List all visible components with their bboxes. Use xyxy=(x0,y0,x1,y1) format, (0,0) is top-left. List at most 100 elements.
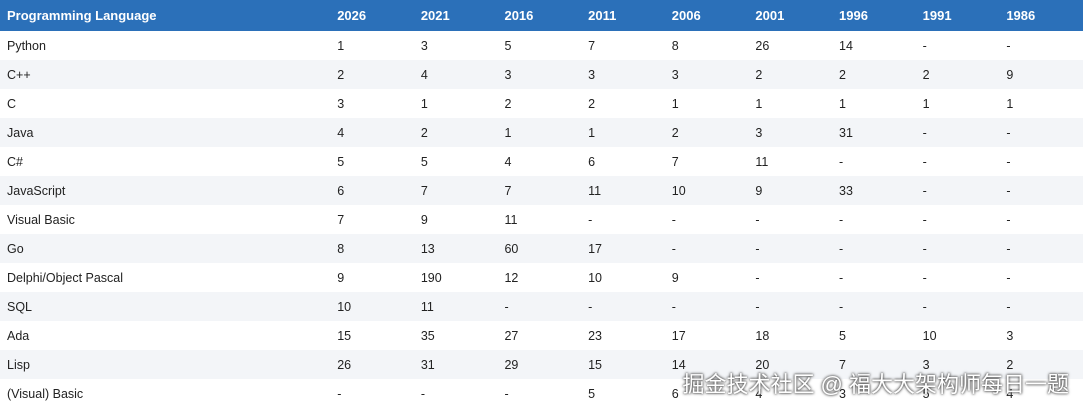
column-header: 2006 xyxy=(664,0,749,31)
rank-cell: - xyxy=(922,212,927,227)
table-row: C++ 2 4 3 3 3 2 2 2 9 xyxy=(0,60,1083,89)
column-header: 2011 xyxy=(581,0,665,31)
language-cell: Python xyxy=(7,38,46,53)
rank-cell: 3 xyxy=(839,386,846,401)
rank-cell: 3 xyxy=(337,96,345,111)
rank-cell: - xyxy=(915,292,1000,321)
rank-cell: - xyxy=(915,118,1000,147)
rank-cell: 8 xyxy=(671,38,679,53)
language-cell: Lisp xyxy=(0,350,331,379)
rank-cell: - xyxy=(922,270,927,285)
rank-cell: 10 xyxy=(664,176,749,205)
rank-cell: 2 xyxy=(413,118,498,147)
rank-cell: 2 xyxy=(588,96,596,111)
rank-cell: 26 xyxy=(755,38,770,53)
rank-cell: - xyxy=(420,386,425,401)
table-body: Python 1 3 5 7 8 26 14- - C++ 2 4 3 3 3 2 2 2 9 C 3 1 2 2 1 1 1 1 1 J… xyxy=(0,31,1083,408)
language-cell: Java xyxy=(0,118,331,147)
rank-cell: - xyxy=(832,292,916,321)
rank-cell: 3 xyxy=(915,350,1000,379)
language-cell: C# xyxy=(7,154,23,169)
table-row: Ada 15 35 27 23 17 18 5 10 3 xyxy=(0,321,1083,350)
rank-cell: - xyxy=(915,234,1000,263)
rank-cell: - xyxy=(1006,38,1011,53)
language-cell: Go xyxy=(0,234,331,263)
rank-cell: 4 xyxy=(504,154,512,169)
rank-cell: 5 xyxy=(839,328,846,343)
rank-cell: 2 xyxy=(832,60,916,89)
column-header: Programming Language xyxy=(0,0,331,31)
rank-cell: 27 xyxy=(504,328,519,343)
rank-cell: 23 xyxy=(588,328,603,343)
rank-cell: - xyxy=(588,212,593,227)
rank-cell: 2 xyxy=(748,60,833,89)
rank-cell: 35 xyxy=(420,328,435,343)
rank-cell: 60 xyxy=(497,234,582,263)
table-row: JavaScript 6 7 7 11 10 9 33- - xyxy=(0,176,1083,205)
rank-cell: 3 xyxy=(1006,328,1014,343)
rank-cell: 11 xyxy=(755,154,769,169)
table-row: Python 1 3 5 7 8 26 14 - - xyxy=(0,31,1083,60)
table-row: Java 4 2 1 1 2 3 31- - xyxy=(0,118,1083,147)
table-row: SQL 10 11- - - - - - - xyxy=(0,292,1083,321)
header-row: Programming Language 2026 2021 2016 2011 2006… xyxy=(0,0,1083,31)
table-row: Visual Basic 7 9 11 - - - - - - xyxy=(0,205,1083,234)
column-header: 1991 xyxy=(915,0,1000,31)
rank-cell: - xyxy=(504,386,509,401)
rank-cell: 20 xyxy=(748,350,833,379)
language-cell: Delphi/Object Pascal xyxy=(7,270,124,285)
rank-cell: 6 xyxy=(330,176,414,205)
rank-cell: 15 xyxy=(581,350,665,379)
rank-cell: 14 xyxy=(664,350,749,379)
column-header: 2026 xyxy=(330,0,414,31)
rank-cell: 5 xyxy=(588,386,596,401)
column-header: 2021 xyxy=(413,0,498,31)
rank-cell: 33 xyxy=(832,176,916,205)
rank-cell: 3 xyxy=(420,38,428,53)
rank-cell: - xyxy=(999,234,1083,263)
rank-cell: 7 xyxy=(337,212,345,227)
rank-cell: 5 xyxy=(504,38,512,53)
rank-cell: 4 xyxy=(413,60,498,89)
table-row: C# 5 5 4 6 7 11 - - - xyxy=(0,147,1083,176)
rank-cell: - xyxy=(922,154,927,169)
rank-cell: - xyxy=(915,176,1000,205)
rank-cell: - xyxy=(1006,154,1011,169)
rank-cell: 9 xyxy=(420,212,428,227)
rank-cell: 10 xyxy=(330,292,414,321)
rank-cell: 31 xyxy=(832,118,916,147)
rank-cell: 2 xyxy=(330,60,414,89)
rank-cell: 1 xyxy=(581,118,665,147)
rank-cell: - xyxy=(755,270,760,285)
rank-cell: - xyxy=(337,386,342,401)
rank-cell: 5 xyxy=(922,386,930,401)
rank-cell: - xyxy=(748,234,833,263)
rank-cell: 3 xyxy=(581,60,665,89)
rank-cell: - xyxy=(839,212,844,227)
language-cell: SQL xyxy=(0,292,331,321)
rank-cell: - xyxy=(755,212,760,227)
rank-cell: 5 xyxy=(420,154,428,169)
rank-cell: 7 xyxy=(832,350,916,379)
rank-cell: - xyxy=(748,292,833,321)
rank-cell: 4 xyxy=(1006,386,1014,401)
rank-cell: 3 xyxy=(748,118,833,147)
rank-cell: 4 xyxy=(330,118,414,147)
rank-cell: - xyxy=(581,292,665,321)
rank-cell: 7 xyxy=(497,176,582,205)
rank-cell: 9 xyxy=(671,270,679,285)
rank-cell: 1 xyxy=(839,96,846,111)
rank-cell: 1 xyxy=(337,38,345,53)
rank-cell: 190 xyxy=(420,270,442,285)
rank-cell: - xyxy=(999,118,1083,147)
rank-cell: - xyxy=(1006,270,1011,285)
rank-cell: 4 xyxy=(755,386,763,401)
rank-cell: 26 xyxy=(330,350,414,379)
table-row: Lisp 26 31 29 15 14 20 7 3 2 xyxy=(0,350,1083,379)
rank-cell: 9 xyxy=(337,270,345,285)
rank-cell: 15 xyxy=(337,328,352,343)
rank-cell: 7 xyxy=(413,176,498,205)
rank-cell: - xyxy=(832,234,916,263)
rank-cell: 2 xyxy=(999,350,1083,379)
